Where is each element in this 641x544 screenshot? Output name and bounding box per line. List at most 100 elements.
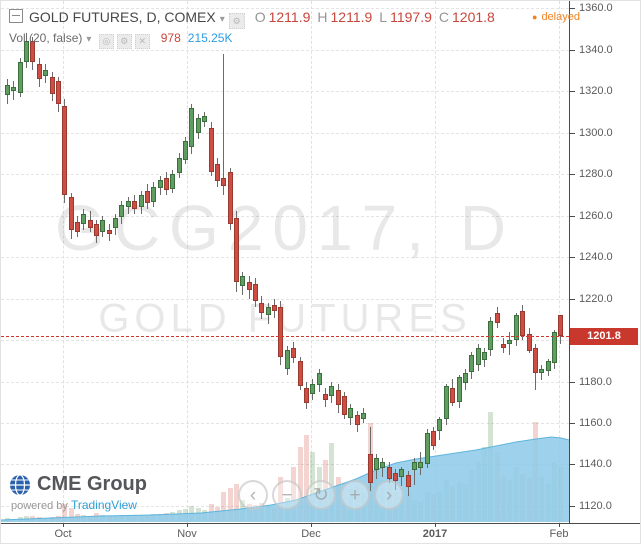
scroll-left-button[interactable]: ‹ <box>238 480 268 510</box>
candle <box>431 431 436 446</box>
candle <box>463 373 468 383</box>
candle <box>196 118 201 133</box>
powered-by-label: powered by <box>11 500 71 512</box>
price-tick <box>570 91 575 92</box>
candle <box>266 307 271 315</box>
candle <box>457 377 462 402</box>
close-value: 1201.8 <box>452 9 495 25</box>
candle <box>368 454 373 483</box>
symbol-title[interactable]: GOLD FUTURES, D, COMEX <box>29 9 216 25</box>
candle <box>374 458 379 470</box>
price-tick-label: 1260.0 <box>579 210 613 222</box>
volume-bar <box>304 435 309 522</box>
grid-line-horizontal <box>1 133 569 134</box>
price-tick <box>570 299 575 300</box>
chevron-down-icon: ▾ <box>86 34 92 45</box>
volume-bar <box>228 488 233 522</box>
grid-line-horizontal <box>1 8 569 9</box>
tradingview-link[interactable]: TradingView <box>70 498 137 512</box>
candle <box>183 141 188 160</box>
price-tick <box>570 464 575 465</box>
eye-icon[interactable]: ◎ <box>98 34 114 49</box>
candle <box>259 303 264 313</box>
candle <box>418 462 423 468</box>
price-tick-label: 1120.0 <box>579 500 612 512</box>
candle <box>507 340 512 344</box>
zoom-in-button[interactable]: + <box>340 480 370 510</box>
candle <box>94 224 99 236</box>
candle <box>228 172 233 224</box>
candle <box>170 174 175 189</box>
price-tick-label: 1240.0 <box>579 251 613 263</box>
grid-line-horizontal <box>1 423 569 424</box>
study-label[interactable]: Vol (20, false) <box>9 31 83 45</box>
low-label: L <box>379 9 388 25</box>
price-tick-label: 1300.0 <box>579 127 613 139</box>
candle <box>501 344 506 348</box>
candle <box>56 81 61 104</box>
candle-wick <box>414 458 415 485</box>
delayed-label: delayed <box>541 11 580 23</box>
candle <box>202 116 207 122</box>
reset-button[interactable]: ↻ <box>306 480 336 510</box>
open-value: 1211.9 <box>268 9 311 25</box>
price-tick <box>570 506 575 507</box>
candle <box>126 201 131 207</box>
candle <box>291 348 296 358</box>
price-axis[interactable]: 1360.0 1340.0 1320.0 1300.0 1280.0 1260.0 1240… <box>569 1 640 523</box>
time-tick <box>311 524 312 527</box>
candle <box>62 106 67 195</box>
last-price-line <box>1 336 569 337</box>
candle <box>488 321 493 350</box>
gear-icon[interactable]: ⚙ <box>228 13 245 29</box>
candle <box>304 388 309 403</box>
chevron-down-icon: ▾ <box>219 14 225 25</box>
price-tick <box>570 257 575 258</box>
candle <box>476 348 481 365</box>
candle <box>310 384 315 394</box>
candle <box>69 197 74 230</box>
candle <box>317 373 322 385</box>
cme-logo-text: CME Group <box>37 473 147 495</box>
candle <box>43 70 48 76</box>
candle <box>495 313 500 323</box>
price-tick <box>570 382 575 383</box>
candle <box>387 467 392 479</box>
price-tick <box>570 423 575 424</box>
candle <box>119 205 124 217</box>
grid-line-horizontal <box>1 216 569 217</box>
candle <box>151 187 156 202</box>
grid-line-horizontal <box>1 464 569 465</box>
grid-line-vertical <box>559 1 560 523</box>
zoom-out-button[interactable]: − <box>272 480 302 510</box>
candle <box>107 230 112 234</box>
candle <box>24 41 29 62</box>
candle <box>450 388 455 403</box>
price-tick <box>570 216 575 217</box>
time-tick-label: Feb <box>549 528 569 540</box>
price-tick-label: 1360.0 <box>579 2 613 14</box>
open-label: O <box>254 9 266 25</box>
cme-logo-block: CME Group powered by TradingView <box>9 473 147 512</box>
candle <box>533 348 538 373</box>
scroll-right-button[interactable]: › <box>374 480 404 510</box>
candle <box>348 408 353 418</box>
candle <box>437 419 442 431</box>
candle <box>380 462 385 468</box>
gear-icon[interactable]: ⚙ <box>116 34 132 49</box>
candle <box>247 282 252 290</box>
candle-wick <box>223 54 224 195</box>
candle <box>482 352 487 360</box>
candle <box>546 361 551 371</box>
grid-line-horizontal <box>1 50 569 51</box>
time-tick-label: Nov <box>177 528 197 540</box>
candle <box>75 222 80 232</box>
time-axis[interactable]: Oct Nov Dec 2017 Feb <box>1 523 640 543</box>
close-icon[interactable]: ✕ <box>134 34 150 49</box>
price-tick <box>570 133 575 134</box>
candle <box>342 396 347 415</box>
volume-bar <box>62 504 67 522</box>
candle <box>527 334 532 351</box>
chart-plot-area[interactable]: GCG2017, D GOLD FUTURES <box>1 1 569 523</box>
collapse-icon[interactable] <box>9 9 23 23</box>
